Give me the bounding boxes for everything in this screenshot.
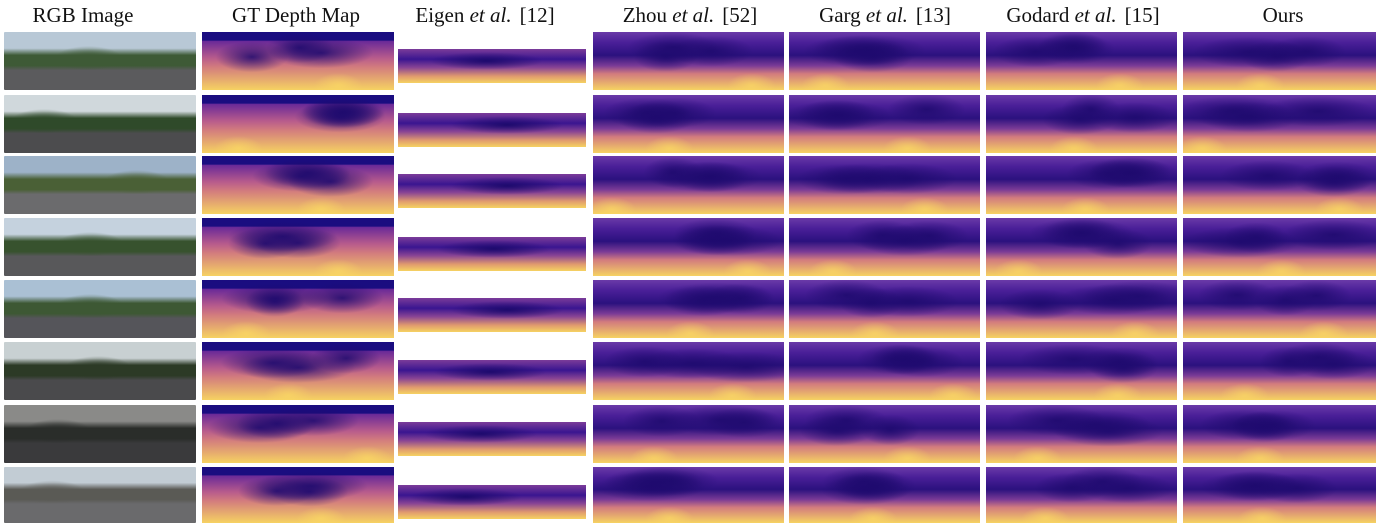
garg-depth-row-5 <box>789 280 980 338</box>
ours-depth-row-3 <box>1183 156 1376 214</box>
godard-depth-row-1 <box>986 32 1177 90</box>
column-header-gt-depth-map: GT Depth Map <box>186 2 406 28</box>
ours-depth-row-2 <box>1183 95 1376 153</box>
header-et-al: et al. <box>1074 3 1117 27</box>
garg-depth-row-2 <box>789 95 980 153</box>
godard-depth-row-2 <box>986 95 1177 153</box>
eigen-depth-row-3 <box>398 174 586 208</box>
rgb-image-row-5 <box>4 280 196 338</box>
godard-depth-row-6 <box>986 342 1177 400</box>
gt-depth-map-row-5 <box>202 280 394 338</box>
zhou-depth-row-8 <box>593 467 784 523</box>
garg-depth-row-6 <box>789 342 980 400</box>
zhou-depth-row-7 <box>593 405 784 463</box>
rgb-image-row-1 <box>4 32 196 90</box>
column-header-eigen-depth: Eigen et al. [12] <box>375 2 595 28</box>
rgb-image-row-6 <box>4 342 196 400</box>
gt-depth-map-row-4 <box>202 218 394 276</box>
garg-depth-row-4 <box>789 218 980 276</box>
column-header-garg-depth: Garg et al. [13] <box>775 2 995 28</box>
header-citation: [15] <box>1124 3 1160 27</box>
gt-depth-map-row-6 <box>202 342 394 400</box>
column-header-ours-depth: Ours <box>1173 2 1382 28</box>
rgb-image-row-3 <box>4 156 196 214</box>
gt-depth-map-row-2 <box>202 95 394 153</box>
header-citation: [52] <box>722 3 758 27</box>
eigen-depth-row-1 <box>398 49 586 83</box>
zhou-depth-row-5 <box>593 280 784 338</box>
zhou-depth-row-6 <box>593 342 784 400</box>
rgb-image-row-4 <box>4 218 196 276</box>
header-method-name: Ours <box>1262 3 1304 27</box>
ours-depth-row-8 <box>1183 467 1376 523</box>
eigen-depth-row-6 <box>398 360 586 394</box>
godard-depth-row-8 <box>986 467 1177 523</box>
godard-depth-row-7 <box>986 405 1177 463</box>
zhou-depth-row-1 <box>593 32 784 90</box>
header-method-name: Garg <box>819 3 866 27</box>
godard-depth-row-3 <box>986 156 1177 214</box>
rgb-image-row-7 <box>4 405 196 463</box>
eigen-depth-row-5 <box>398 298 586 332</box>
garg-depth-row-8 <box>789 467 980 523</box>
garg-depth-row-1 <box>789 32 980 90</box>
column-header-zhou-depth: Zhou et al. [52] <box>580 2 800 28</box>
ours-depth-row-6 <box>1183 342 1376 400</box>
godard-depth-row-4 <box>986 218 1177 276</box>
zhou-depth-row-4 <box>593 218 784 276</box>
zhou-depth-row-3 <box>593 156 784 214</box>
ours-depth-row-4 <box>1183 218 1376 276</box>
column-header-rgb-image: RGB Image <box>0 2 193 28</box>
header-method-name: Zhou <box>622 3 673 27</box>
garg-depth-row-3 <box>789 156 980 214</box>
rgb-image-row-8 <box>4 467 196 523</box>
zhou-depth-row-2 <box>593 95 784 153</box>
header-et-al: et al. <box>469 3 512 27</box>
ours-depth-row-5 <box>1183 280 1376 338</box>
gt-depth-map-row-7 <box>202 405 394 463</box>
gt-depth-map-row-8 <box>202 467 394 523</box>
column-header-godard-depth: Godard et al. [15] <box>973 2 1193 28</box>
header-method-name: RGB Image <box>32 3 134 27</box>
gt-depth-map-row-1 <box>202 32 394 90</box>
eigen-depth-row-4 <box>398 237 586 271</box>
eigen-depth-row-8 <box>398 485 586 519</box>
ours-depth-row-7 <box>1183 405 1376 463</box>
eigen-depth-row-7 <box>398 422 586 456</box>
header-citation: [13] <box>915 3 951 27</box>
header-method-name: GT Depth Map <box>232 3 360 27</box>
header-method-name: Eigen <box>415 3 470 27</box>
header-citation: [12] <box>519 3 555 27</box>
eigen-depth-row-2 <box>398 113 586 147</box>
header-et-al: et al. <box>865 3 908 27</box>
garg-depth-row-7 <box>789 405 980 463</box>
rgb-image-row-2 <box>4 95 196 153</box>
header-et-al: et al. <box>672 3 715 27</box>
godard-depth-row-5 <box>986 280 1177 338</box>
header-method-name: Godard <box>1006 3 1075 27</box>
gt-depth-map-row-3 <box>202 156 394 214</box>
ours-depth-row-1 <box>1183 32 1376 90</box>
